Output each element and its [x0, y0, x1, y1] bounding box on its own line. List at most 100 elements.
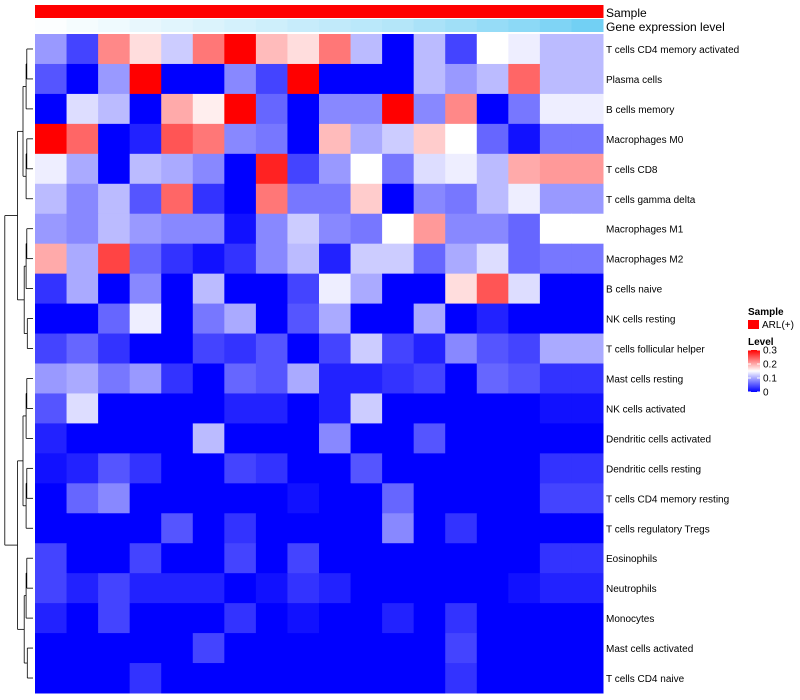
row-label: T cells follicular helper — [606, 345, 705, 356]
heatmap-cell — [129, 573, 162, 604]
heatmap-cell — [287, 34, 320, 65]
heatmap-cell — [35, 213, 68, 245]
heatmap-cell — [224, 633, 257, 664]
heatmap-cell — [224, 63, 257, 95]
heatmap-cell — [319, 213, 352, 245]
heatmap-cell — [539, 453, 572, 484]
heatmap-cell — [224, 123, 257, 155]
heatmap-cell — [319, 333, 352, 364]
heatmap-cell — [129, 123, 162, 155]
heatmap-cell — [224, 513, 257, 544]
heatmap-cell — [445, 423, 478, 454]
heatmap-cell — [508, 63, 541, 95]
annotation-cell-gene-expression — [66, 19, 99, 32]
row-label: Eosinophils — [606, 554, 657, 565]
heatmap-cell — [571, 363, 604, 394]
heatmap-cell — [287, 153, 320, 185]
heatmap-cell — [192, 34, 225, 65]
heatmap-cell — [192, 273, 225, 305]
legend-tick-label: 0 — [763, 388, 769, 399]
heatmap-cell — [255, 663, 288, 694]
row-label: Macrophages M0 — [606, 135, 684, 146]
heatmap-cell — [319, 34, 352, 65]
heatmap-cell — [66, 633, 99, 664]
heatmap-cell — [319, 423, 352, 454]
heatmap-cell — [539, 333, 572, 364]
heatmap-cell — [161, 513, 194, 544]
heatmap-cell — [319, 483, 352, 514]
heatmap-cell — [98, 153, 131, 185]
heatmap-cell — [350, 513, 383, 544]
heatmap-cell — [161, 303, 194, 335]
heatmap-cell — [255, 573, 288, 604]
heatmap-cell — [571, 513, 604, 544]
heatmap-cell — [445, 483, 478, 514]
heatmap-cell — [350, 34, 383, 65]
heatmap-cell — [98, 483, 131, 514]
heatmap-cell — [35, 63, 68, 95]
heatmap-cell — [476, 183, 509, 215]
row-label: T cells CD4 memory resting — [606, 494, 729, 505]
heatmap-cell — [571, 453, 604, 484]
heatmap-cell — [445, 213, 478, 245]
heatmap-cell — [382, 273, 415, 305]
heatmap-cell — [35, 393, 68, 424]
heatmap-cell — [192, 453, 225, 484]
heatmap-cell — [445, 63, 478, 95]
heatmap-cell — [287, 93, 320, 125]
row-label: Macrophages M1 — [606, 225, 684, 236]
heatmap-cell — [161, 423, 194, 454]
heatmap-cell — [382, 603, 415, 634]
heatmap-cell — [382, 93, 415, 125]
annotation-label-sample: Sample — [606, 6, 647, 20]
heatmap-cell — [382, 423, 415, 454]
heatmap-cell — [476, 213, 509, 245]
annotation-cell-sample — [224, 5, 257, 18]
row-label: T cells regulatory Tregs — [606, 524, 710, 535]
heatmap-cell — [98, 273, 131, 305]
heatmap-cell — [571, 243, 604, 275]
heatmap-cell — [224, 603, 257, 634]
heatmap-cell — [350, 393, 383, 424]
heatmap-cell — [382, 483, 415, 514]
heatmap-cell — [66, 363, 99, 394]
heatmap-cell — [319, 633, 352, 664]
heatmap-cell — [382, 153, 415, 185]
heatmap-cell — [508, 453, 541, 484]
heatmap-cell — [445, 153, 478, 185]
heatmap-cell — [287, 333, 320, 364]
heatmap-cell — [35, 153, 68, 185]
heatmap-cell — [287, 513, 320, 544]
heatmap-cell — [476, 663, 509, 694]
heatmap-cell — [192, 63, 225, 95]
heatmap-cell — [66, 393, 99, 424]
heatmap-cell — [319, 543, 352, 574]
heatmap-cell — [413, 573, 446, 604]
heatmap-cell — [129, 63, 162, 95]
heatmap-cell — [66, 483, 99, 514]
row-label: B cells naive — [606, 285, 663, 296]
heatmap-cell — [382, 453, 415, 484]
legend-sample-entry: ARL(+) — [762, 320, 794, 331]
heatmap-cell — [98, 93, 131, 125]
heatmap-cell — [508, 513, 541, 544]
heatmap-cell — [382, 663, 415, 694]
heatmap-cell — [66, 423, 99, 454]
heatmap-cell — [161, 34, 194, 65]
annotation-cell-sample — [255, 5, 288, 18]
heatmap-cell — [98, 543, 131, 574]
heatmap-cell — [161, 333, 194, 364]
annotation-cell-sample — [413, 5, 446, 18]
heatmap-cell — [192, 303, 225, 335]
heatmap-cell — [445, 333, 478, 364]
heatmap-cell — [350, 273, 383, 305]
heatmap-cell — [413, 213, 446, 245]
heatmap-cell — [571, 603, 604, 634]
heatmap-cell — [571, 93, 604, 125]
heatmap-cell — [319, 363, 352, 394]
heatmap-cell — [35, 513, 68, 544]
heatmap-cell — [192, 93, 225, 125]
annotation-cell-sample — [476, 5, 509, 18]
heatmap-cell — [161, 63, 194, 95]
heatmap-cell — [287, 603, 320, 634]
